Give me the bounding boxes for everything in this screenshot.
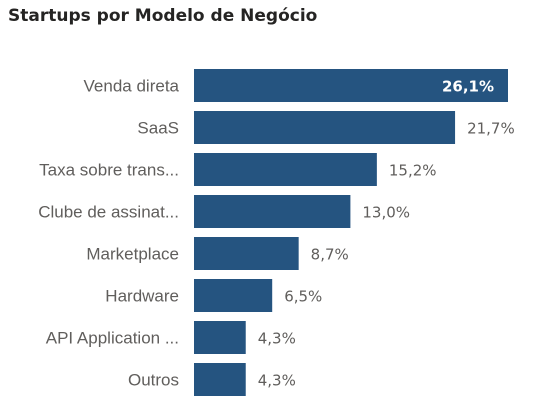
value-label: 4,3% [258,372,296,390]
category-label: API Application ... [46,329,179,348]
value-label: 15,2% [389,162,437,180]
category-label: SaaS [137,119,179,138]
bar[interactable] [194,279,273,312]
category-label: Venda direta [84,77,180,96]
chart-title: Startups por Modelo de Negócio [8,6,318,26]
value-label: 21,7% [467,120,515,138]
bar[interactable] [194,111,456,144]
value-label: 26,1% [442,78,494,96]
value-label: 4,3% [258,330,296,348]
category-label: Taxa sobre trans... [39,161,179,180]
bar[interactable] [194,363,246,396]
bar[interactable] [194,237,299,270]
value-label: 6,5% [284,288,322,306]
category-label: Hardware [105,287,179,306]
value-label: 13,0% [362,204,410,222]
category-label: Outros [128,371,179,390]
bar[interactable] [194,195,351,228]
value-label: 8,7% [311,246,349,264]
category-label: Marketplace [86,245,179,264]
bar[interactable] [194,153,377,186]
bar[interactable] [194,321,246,354]
bar[interactable] [194,69,508,102]
category-label: Clube de assinat... [38,203,179,222]
